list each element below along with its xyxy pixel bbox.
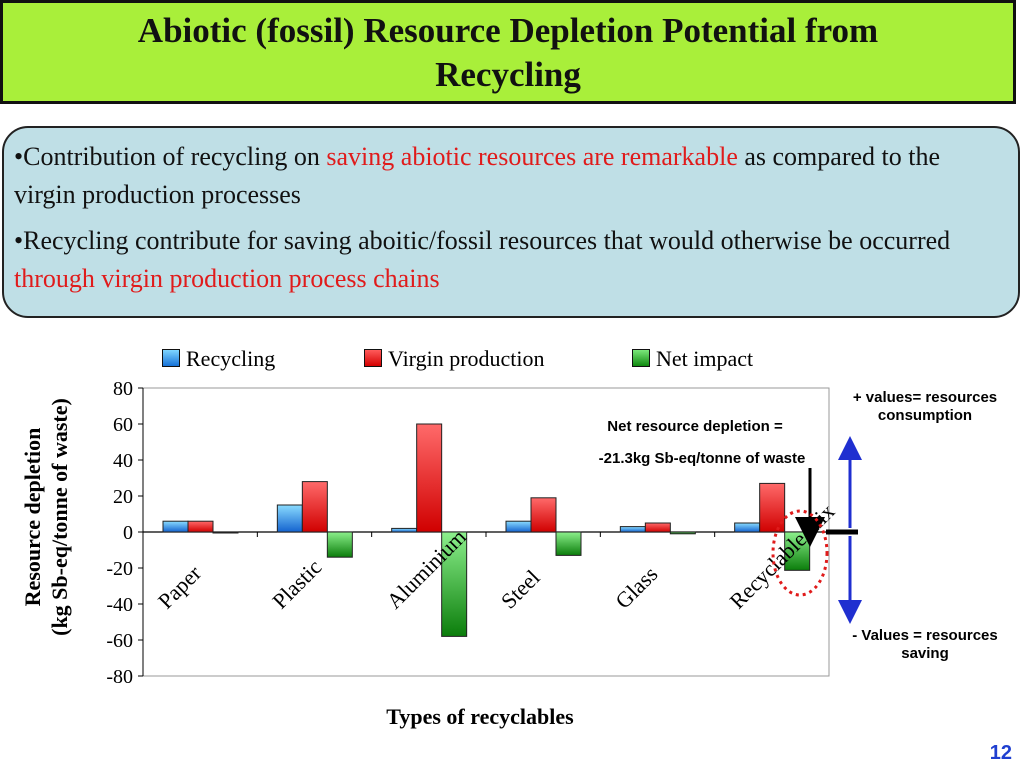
bar-recycling-aluminium [391, 527, 418, 533]
positive-values-note-line1: + values= resources [852, 389, 998, 406]
bar-net-impact-paper [212, 531, 239, 534]
legend-item-virgin-production: Virgin production [364, 346, 545, 372]
y-tick-label: 40 [113, 450, 133, 472]
y-tick-label: -60 [106, 630, 133, 652]
bar-recycling-steel [505, 520, 532, 533]
page-number: 12 [989, 742, 1012, 764]
legend-label-virgin-production: Virgin production [388, 346, 545, 371]
bullet-1-highlight: saving abiotic resources are remarkable [326, 142, 738, 171]
bullet-2-highlight: through virgin production process chains [14, 264, 440, 293]
bars-group [162, 423, 811, 637]
net-impact-highlight-circle [771, 509, 829, 597]
y-tick-label: -80 [106, 666, 133, 688]
legend-swatch-virgin-production [364, 349, 382, 367]
x-axis-title: Types of recyclables [386, 704, 574, 729]
bullet-1: •Contribution of recycling on saving abi… [14, 138, 1008, 214]
negative-values-note-line1: - Values = resources [852, 627, 998, 644]
bullet-2: •Recycling contribute for saving aboitic… [14, 222, 1008, 298]
bar-net-impact-steel [555, 531, 582, 556]
legend-label-net-impact: Net impact [656, 346, 754, 371]
x-tick-label-plastic: Plastic [267, 554, 326, 613]
bar-virgin-production-glass [644, 522, 671, 533]
negative-values-note: - Values = resources saving [826, 627, 1024, 663]
bar-virgin-production-steel [530, 497, 557, 533]
bar-virgin-production-aluminium [416, 423, 443, 533]
y-tick-label: 20 [113, 486, 133, 508]
bar-recycling-recyclable-mix [734, 522, 761, 533]
slide-title-line1: Abiotic (fossil) Resource Depletion Pote… [137, 11, 879, 50]
legend-swatch-recycling [162, 349, 180, 367]
legend-label-recycling: Recycling [186, 346, 276, 371]
bar-net-impact-plastic [326, 531, 353, 558]
bar-recycling-plastic [276, 504, 303, 533]
net-depletion-note-line1: Net resource depletion = [607, 418, 783, 435]
x-tick-label-glass: Glass [610, 561, 662, 613]
bullet-box: •Contribution of recycling on saving abi… [2, 126, 1020, 318]
y-tick-label: -20 [106, 558, 133, 580]
y-tick-label: 0 [123, 522, 133, 544]
y-tick-label: -40 [106, 594, 133, 616]
bar-net-impact-aluminium [441, 531, 468, 637]
bar-recycling-paper [162, 520, 189, 533]
bar-virgin-production-plastic [301, 481, 328, 533]
net-depletion-note-line2: -21.3kg Sb-eq/tonne of waste [598, 450, 806, 467]
negative-values-note-line2: saving [901, 645, 949, 662]
x-tick-label-steel: Steel [496, 565, 545, 614]
y-tick-label: 80 [113, 378, 133, 400]
bullet-2-text: •Recycling contribute for saving aboitic… [14, 226, 951, 255]
axes-group: 80 60 40 20 0 -20 -40 -60 -80 [106, 378, 829, 688]
legend-swatch-net-impact [632, 349, 650, 367]
x-tick-label-paper: Paper [153, 560, 207, 614]
positive-values-note: + values= resources consumption [826, 389, 1024, 425]
legend-item-net-impact: Net impact [632, 346, 753, 372]
bullet-1-text: •Contribution of recycling on [14, 142, 327, 171]
bar-recycling-glass [619, 526, 646, 533]
legend-item-recycling: Recycling [162, 346, 275, 372]
x-tick-labels: Paper Plastic Aluminium Steel Glass Recyclabl… [153, 499, 840, 614]
bar-virgin-production-recyclable-mix [759, 482, 786, 533]
y-tick-label: 60 [113, 414, 133, 436]
bar-net-impact-glass [669, 531, 696, 535]
slide-title-line2: Recycling [435, 55, 581, 94]
positive-values-note-line2: consumption [877, 407, 973, 424]
slide-title-box: Abiotic (fossil) Resource Depletion Pote… [0, 0, 1016, 104]
bar-virgin-production-paper [187, 520, 214, 533]
bullet-1-suffix: as compared to the virgin production pro… [14, 142, 941, 209]
